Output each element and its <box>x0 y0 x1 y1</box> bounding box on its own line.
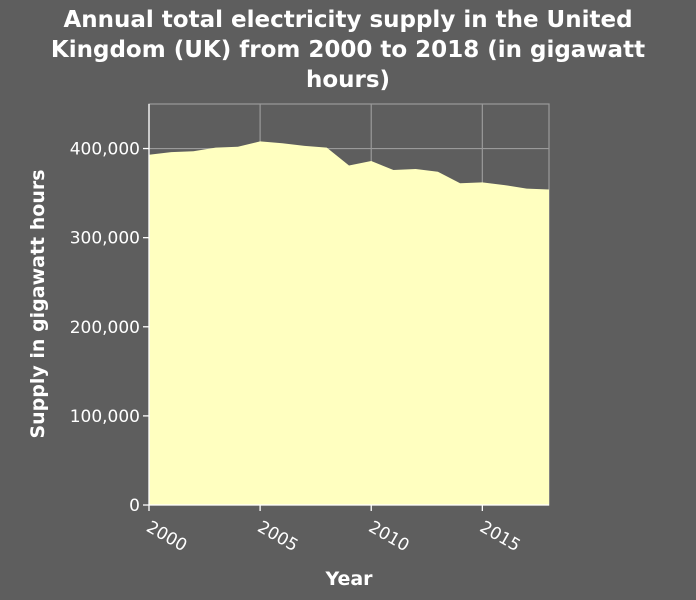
y-tick-label: 400,000 <box>70 140 140 160</box>
x-tick-label: 2000 <box>143 517 190 556</box>
x-tick-label: 2010 <box>365 517 412 556</box>
y-axis-title: Supply in gigawatt hours <box>27 169 49 438</box>
chart-title-line-2: Kingdom (UK) from 2000 to 2018 (in gigaw… <box>50 37 646 63</box>
y-tick-label: 200,000 <box>70 318 140 338</box>
chart-title-line-1: Annual total electricity supply in the U… <box>63 7 633 33</box>
x-tick-label: 2005 <box>254 517 301 556</box>
axes <box>143 104 549 511</box>
y-tick-label: 100,000 <box>70 407 140 427</box>
area-series <box>148 141 550 505</box>
chart-title-line-3: hours) <box>305 67 391 93</box>
x-tick-label: 2015 <box>476 517 523 556</box>
series-area-0 <box>149 141 549 505</box>
y-tick-label: 300,000 <box>70 229 140 249</box>
y-tick-label: 0 <box>129 496 140 516</box>
x-axis-title: Year <box>324 568 373 590</box>
